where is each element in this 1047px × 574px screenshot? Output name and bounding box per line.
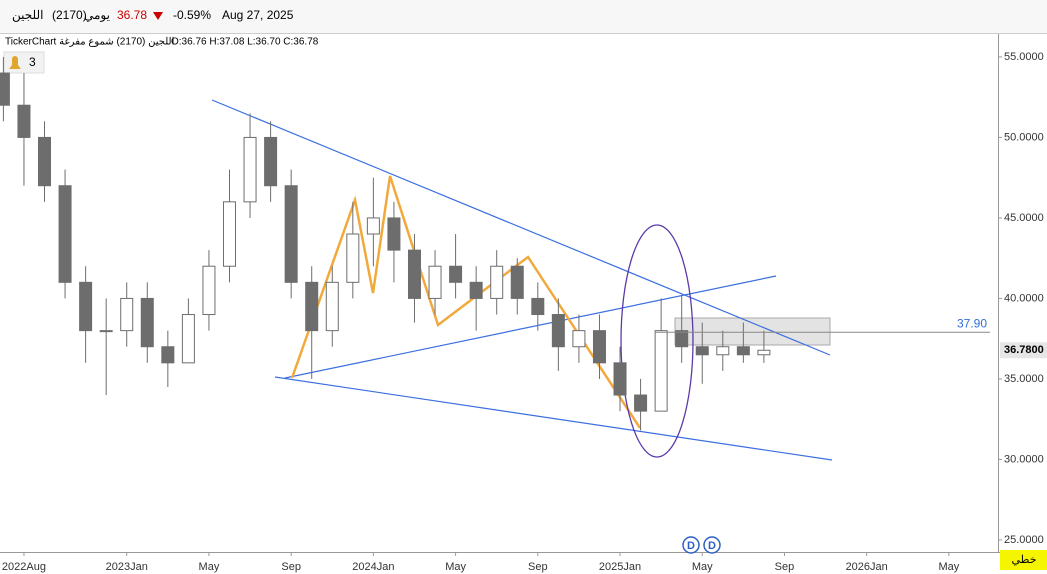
x-tick-label: Sep — [528, 561, 548, 573]
horizontal-line-label: 37.90 — [957, 316, 987, 330]
ohlc-label: O:36.76 H:37.08 L:36.70 C:36.78 — [171, 37, 319, 48]
alert-count: 3 — [29, 55, 36, 69]
trend-line — [211, 99, 831, 356]
x-tick-label: Sep — [281, 561, 301, 573]
candle-body — [366, 217, 380, 235]
candle-body — [243, 136, 257, 203]
alert-badge[interactable] — [3, 51, 45, 74]
candle-body — [222, 201, 236, 267]
trend-line — [274, 376, 833, 461]
legend-title: TickerChart اللجين (2170) شموع مفرغة — [5, 37, 174, 48]
zone-box — [674, 317, 831, 346]
candle-body — [0, 72, 10, 106]
candle-body — [592, 330, 606, 364]
x-tick-label: May — [692, 561, 713, 573]
candle-body — [531, 297, 545, 316]
x-tick-label: 2025Jan — [599, 561, 641, 573]
price: 36.78 — [117, 8, 147, 22]
stock-name: اللجين — [12, 8, 43, 22]
event-marker-label: D — [708, 540, 716, 552]
style-button[interactable] — [1000, 550, 1047, 570]
last-price-label: 36.7800 — [1004, 344, 1044, 356]
date: Aug 27, 2025 — [222, 8, 294, 22]
trend-line — [284, 275, 777, 379]
zigzag — [290, 175, 642, 429]
candle-body — [202, 265, 216, 316]
candle-body — [634, 394, 648, 412]
x-tick-label: 2023Jan — [106, 561, 148, 573]
event-marker — [682, 536, 700, 554]
x-tick-label: May — [445, 561, 466, 573]
change: -0.59% — [173, 8, 211, 22]
candle-body — [695, 346, 709, 356]
y-tick-label: 55.0000 — [1004, 51, 1044, 63]
candle-body — [716, 346, 730, 356]
x-tick-label: 2024Jan — [352, 561, 394, 573]
candle-body — [161, 346, 175, 364]
candle-body — [449, 265, 463, 283]
drawings — [211, 99, 833, 461]
candle-body — [181, 314, 195, 364]
candle-body — [510, 265, 524, 299]
candle-body — [572, 330, 586, 348]
candle-body — [305, 281, 319, 332]
y-tick-label: 35.0000 — [1004, 373, 1044, 385]
period: يومي — [84, 8, 110, 22]
y-tick-label: 50.0000 — [1004, 131, 1044, 143]
candle-body — [58, 185, 72, 283]
candle-body — [120, 297, 134, 332]
candle-body — [38, 136, 52, 187]
ellipse — [620, 224, 694, 458]
candle-body — [675, 330, 689, 348]
candle-body — [469, 281, 483, 299]
candle-body — [140, 297, 154, 348]
candle-body — [757, 349, 771, 356]
y-tick-label: 45.0000 — [1004, 212, 1044, 224]
candle-body — [264, 136, 278, 187]
candle-body — [736, 346, 750, 356]
candle-body — [79, 281, 93, 332]
y-tick-label: 30.0000 — [1004, 453, 1044, 465]
y-tick-label: 40.0000 — [1004, 292, 1044, 304]
top-bar — [0, 0, 1047, 33]
x-tick-label: 2026Jan — [846, 561, 888, 573]
y-tick-label: 25.0000 — [1004, 534, 1044, 546]
stock-code: (2170) — [52, 8, 87, 22]
last-price-box — [1000, 342, 1047, 359]
candle-body — [407, 249, 421, 299]
bell-icon — [9, 56, 21, 69]
candle-body — [346, 233, 360, 283]
x-tick-label: Sep — [775, 561, 795, 573]
candle-body — [613, 362, 627, 396]
candle-body — [387, 217, 401, 251]
x-tick-label: 2022Aug — [2, 561, 46, 573]
event-marker-label: D — [687, 540, 695, 552]
candle-body — [551, 314, 565, 348]
event-marker — [703, 536, 721, 554]
x-tick-label: May — [199, 561, 220, 573]
candle-body — [325, 281, 339, 332]
candle-body — [17, 104, 31, 138]
style-button-label: خطي — [1012, 554, 1037, 566]
candle-body — [99, 330, 113, 333]
down-arrow — [153, 12, 163, 20]
candle-body — [428, 265, 442, 299]
candle-body — [654, 330, 668, 412]
x-tick-label: May — [939, 561, 960, 573]
candle-body — [284, 185, 298, 283]
candle-body — [490, 265, 504, 299]
